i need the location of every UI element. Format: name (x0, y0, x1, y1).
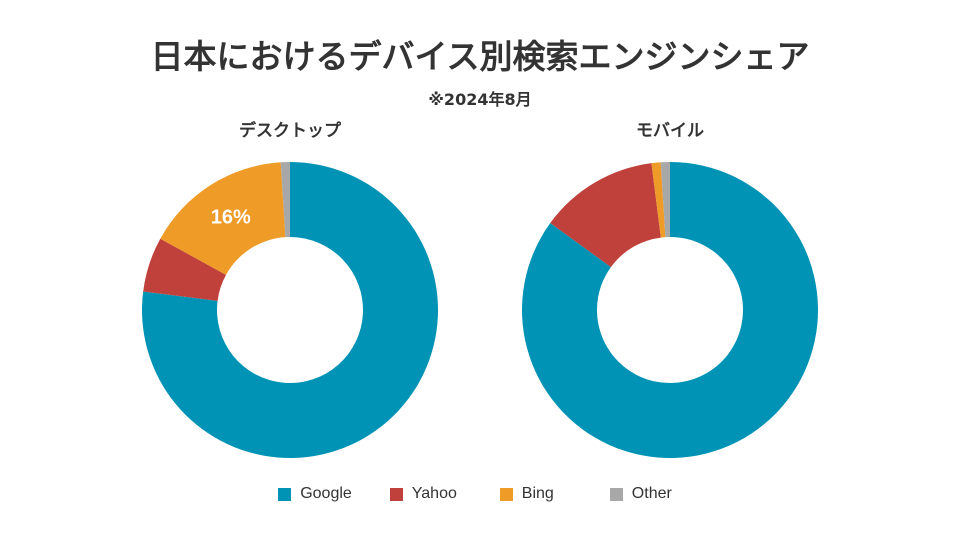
legend-label-other: Other (631, 485, 672, 502)
legend-swatch-google (278, 487, 292, 501)
legend-swatch-other (609, 487, 623, 501)
slice-google[interactable] (142, 162, 439, 458)
desktop-chart-title: デスクトップ (239, 121, 341, 141)
slice-yahoo[interactable] (550, 163, 661, 268)
legend-swatch-yahoo (389, 487, 403, 501)
legend: Google Yahoo Bing Other (0, 485, 960, 503)
legend-item-yahoo[interactable]: Yahoo (389, 485, 462, 503)
legend-item-bing[interactable]: Bing (499, 485, 572, 503)
legend-label-yahoo: Yahoo (411, 485, 457, 502)
chart-title: 日本におけるデバイス別検索エンジンシェア (150, 37, 810, 76)
data-label-bing: 16% (211, 207, 251, 229)
mobile-donut-chart (522, 162, 818, 458)
desktop-donut-chart: 16% (142, 162, 439, 458)
legend-item-google[interactable]: Google (278, 485, 352, 503)
slice-bing[interactable] (651, 162, 666, 238)
slice-bing[interactable] (160, 162, 286, 275)
legend-label-bing: Bing (521, 485, 554, 502)
slice-yahoo[interactable] (143, 238, 227, 301)
legend-item-other[interactable]: Other (609, 485, 682, 503)
slice-google[interactable] (522, 162, 818, 458)
legend-swatch-bing (499, 487, 513, 501)
slice-other[interactable] (280, 162, 290, 238)
mobile-chart-title: モバイル (636, 121, 704, 141)
slice-other[interactable] (660, 162, 670, 238)
chart-subtitle: ※2024年8月 (428, 90, 532, 109)
legend-label-google: Google (300, 485, 352, 502)
